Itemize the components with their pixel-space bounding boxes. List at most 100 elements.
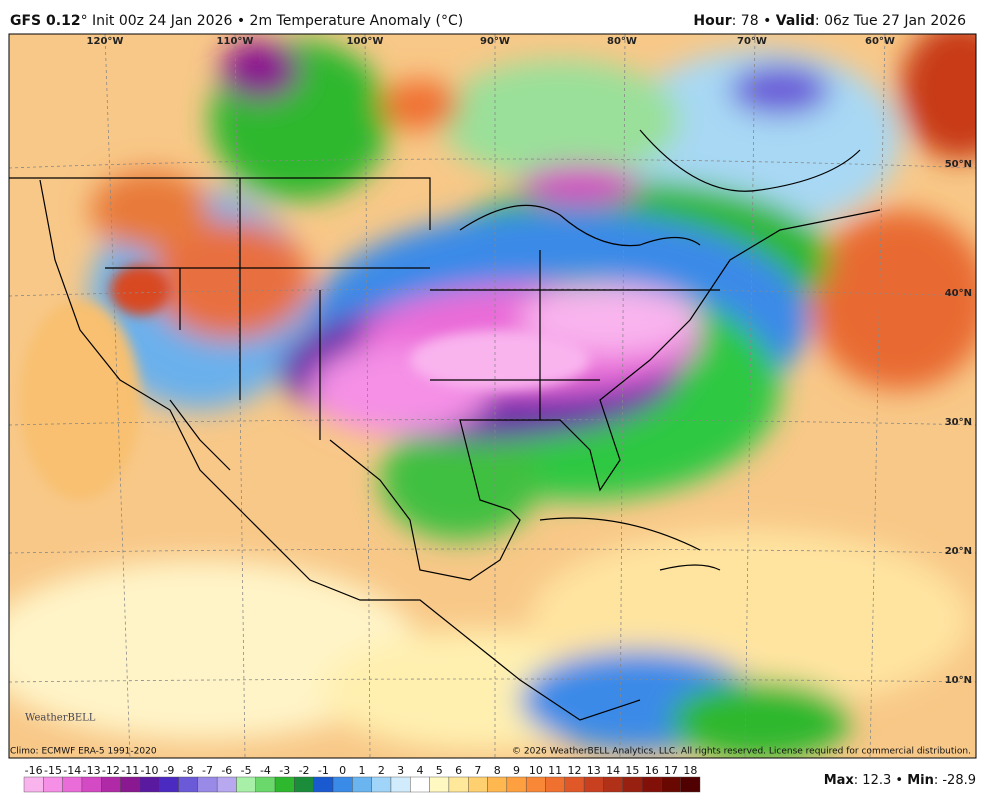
anomaly-field — [9, 34, 976, 758]
colorbar-label: 16 — [645, 764, 659, 777]
logo: WeatherBELL — [25, 713, 96, 724]
colorbar-label: 3 — [397, 764, 404, 777]
colorbar-swatch — [101, 776, 121, 793]
colorbar-label: 6 — [455, 764, 462, 777]
init: ° Init 00z 24 Jan 2026 • 2m Temperature … — [81, 13, 464, 29]
colorbar-swatch — [506, 776, 527, 793]
colorbar-swatch — [583, 776, 604, 793]
max-min: Max: 12.3 • Min: -28.9 — [824, 773, 976, 788]
longitude-label: 100°W — [347, 36, 384, 47]
colorbar-label: -16 — [25, 764, 43, 777]
colorbar-swatch — [525, 776, 546, 793]
latitude-label: 50°N — [945, 159, 972, 170]
climo: Climo: ECMWF ERA-5 1991-2020 — [10, 747, 157, 757]
colorbar-label: 13 — [587, 764, 601, 777]
colorbar-swatch — [680, 776, 701, 793]
hour-label: Hour — [693, 13, 731, 29]
colorbar-swatch — [313, 776, 334, 793]
colorbar-swatch — [158, 776, 179, 793]
min-label: Min — [907, 773, 934, 788]
colorbar-swatch — [622, 776, 643, 793]
longitude-label: 60°W — [865, 36, 895, 47]
colorbar-label: -3 — [279, 764, 290, 777]
colorbar-label: -9 — [163, 764, 174, 777]
colorbar-label: 7 — [474, 764, 481, 777]
colorbar-label: -10 — [141, 764, 159, 777]
longitude-label: 80°W — [607, 36, 637, 47]
longitude-label: 70°W — [737, 36, 767, 47]
anomaly-detail — [20, 265, 590, 500]
colorbar-label: 14 — [606, 764, 620, 777]
colorbar-label: -5 — [241, 764, 252, 777]
latitude-label: 40°N — [945, 288, 972, 299]
colorbar-swatch — [197, 776, 218, 793]
colorbar-label: -7 — [202, 764, 213, 777]
latitude-label: 20°N — [945, 546, 972, 557]
colorbar-swatch — [120, 776, 141, 793]
colorbar-label: 5 — [436, 764, 443, 777]
longitude-label: 110°W — [217, 36, 254, 47]
geo-labels: 120°W 110°W 100°W 90°W 80°W 70°W 60°W 50°N 40°N 3… — [87, 36, 972, 686]
hour: : 78 • — [732, 13, 776, 29]
colorbar-swatch — [236, 776, 256, 793]
colorbar-label: -12 — [102, 764, 120, 777]
colorbar-label: -1 — [318, 764, 329, 777]
colorbar-swatch — [274, 776, 295, 793]
colorbar-swatch — [410, 776, 430, 793]
longitude-label: 90°W — [480, 36, 510, 47]
max: : 12.3 • — [854, 773, 907, 788]
colorbar-label: -4 — [260, 764, 271, 777]
colorbar-label: 2 — [378, 764, 385, 777]
latitude-label: 30°N — [945, 417, 972, 428]
colorbar-swatch — [429, 776, 450, 793]
colorbar-swatch — [661, 776, 681, 793]
colorbar-swatch — [23, 776, 44, 793]
colorbar-label: -6 — [221, 764, 232, 777]
colorbar-swatch — [352, 776, 372, 793]
colorbar-label: -14 — [63, 764, 81, 777]
colorbar-label: 1 — [359, 764, 366, 777]
copyright: © 2026 WeatherBELL Analytics, LLC. All r… — [512, 747, 971, 757]
colorbar: -16 -15 -14 -13 -12 -11 -10 -9 -8 -7 -6 -5 -4 -3 -2 -1 0… — [23, 764, 701, 793]
colorbar-label: 8 — [494, 764, 501, 777]
colorbar-swatch — [255, 776, 276, 793]
colorbar-swatch — [43, 776, 63, 793]
header-left: GFS 0.12° Init 00z 24 Jan 2026 • 2m Temp… — [10, 13, 463, 29]
longitude-label: 120°W — [87, 36, 124, 47]
colorbar-label: 9 — [513, 764, 520, 777]
colorbar-label: -2 — [299, 764, 310, 777]
colorbar-swatch — [294, 776, 314, 793]
min: : -28.9 — [934, 773, 976, 788]
colorbar-swatch — [487, 776, 508, 793]
colorbar-label: 15 — [625, 764, 639, 777]
colorbar-label: 17 — [664, 764, 678, 777]
model: GFS 0.12 — [10, 13, 81, 29]
latitude-label: 10°N — [945, 675, 972, 686]
colorbar-label: -15 — [44, 764, 62, 777]
colorbar-swatch — [603, 776, 623, 793]
colorbar-swatch — [332, 776, 353, 793]
valid-label: Valid — [776, 13, 815, 29]
colorbar-swatch — [216, 776, 237, 793]
colorbar-swatch — [139, 776, 160, 793]
colorbar-swatch — [641, 776, 662, 793]
map: WeatherBELL — [9, 34, 976, 758]
colorbar-label: 0 — [339, 764, 346, 777]
colorbar-label: 10 — [529, 764, 543, 777]
colorbar-swatch — [468, 776, 488, 793]
colorbar-swatch — [390, 776, 411, 793]
colorbar-swatch — [545, 776, 566, 793]
colorbar-swatch — [564, 776, 585, 793]
map-frame — [8, 33, 977, 759]
valid: : 06z Tue 27 Jan 2026 — [815, 13, 966, 29]
colorbar-swatch — [371, 776, 392, 793]
colorbar-swatch — [178, 776, 199, 793]
header-right: Hour: 78 • Valid: 06z Tue 27 Jan 2026 — [693, 13, 966, 29]
colorbar-label: -13 — [83, 764, 101, 777]
colorbar-label: 12 — [567, 764, 581, 777]
colorbar-label: 4 — [416, 764, 423, 777]
colorbar-label: 18 — [683, 764, 697, 777]
colorbar-swatch — [62, 776, 83, 793]
colorbar-swatch — [448, 776, 469, 793]
